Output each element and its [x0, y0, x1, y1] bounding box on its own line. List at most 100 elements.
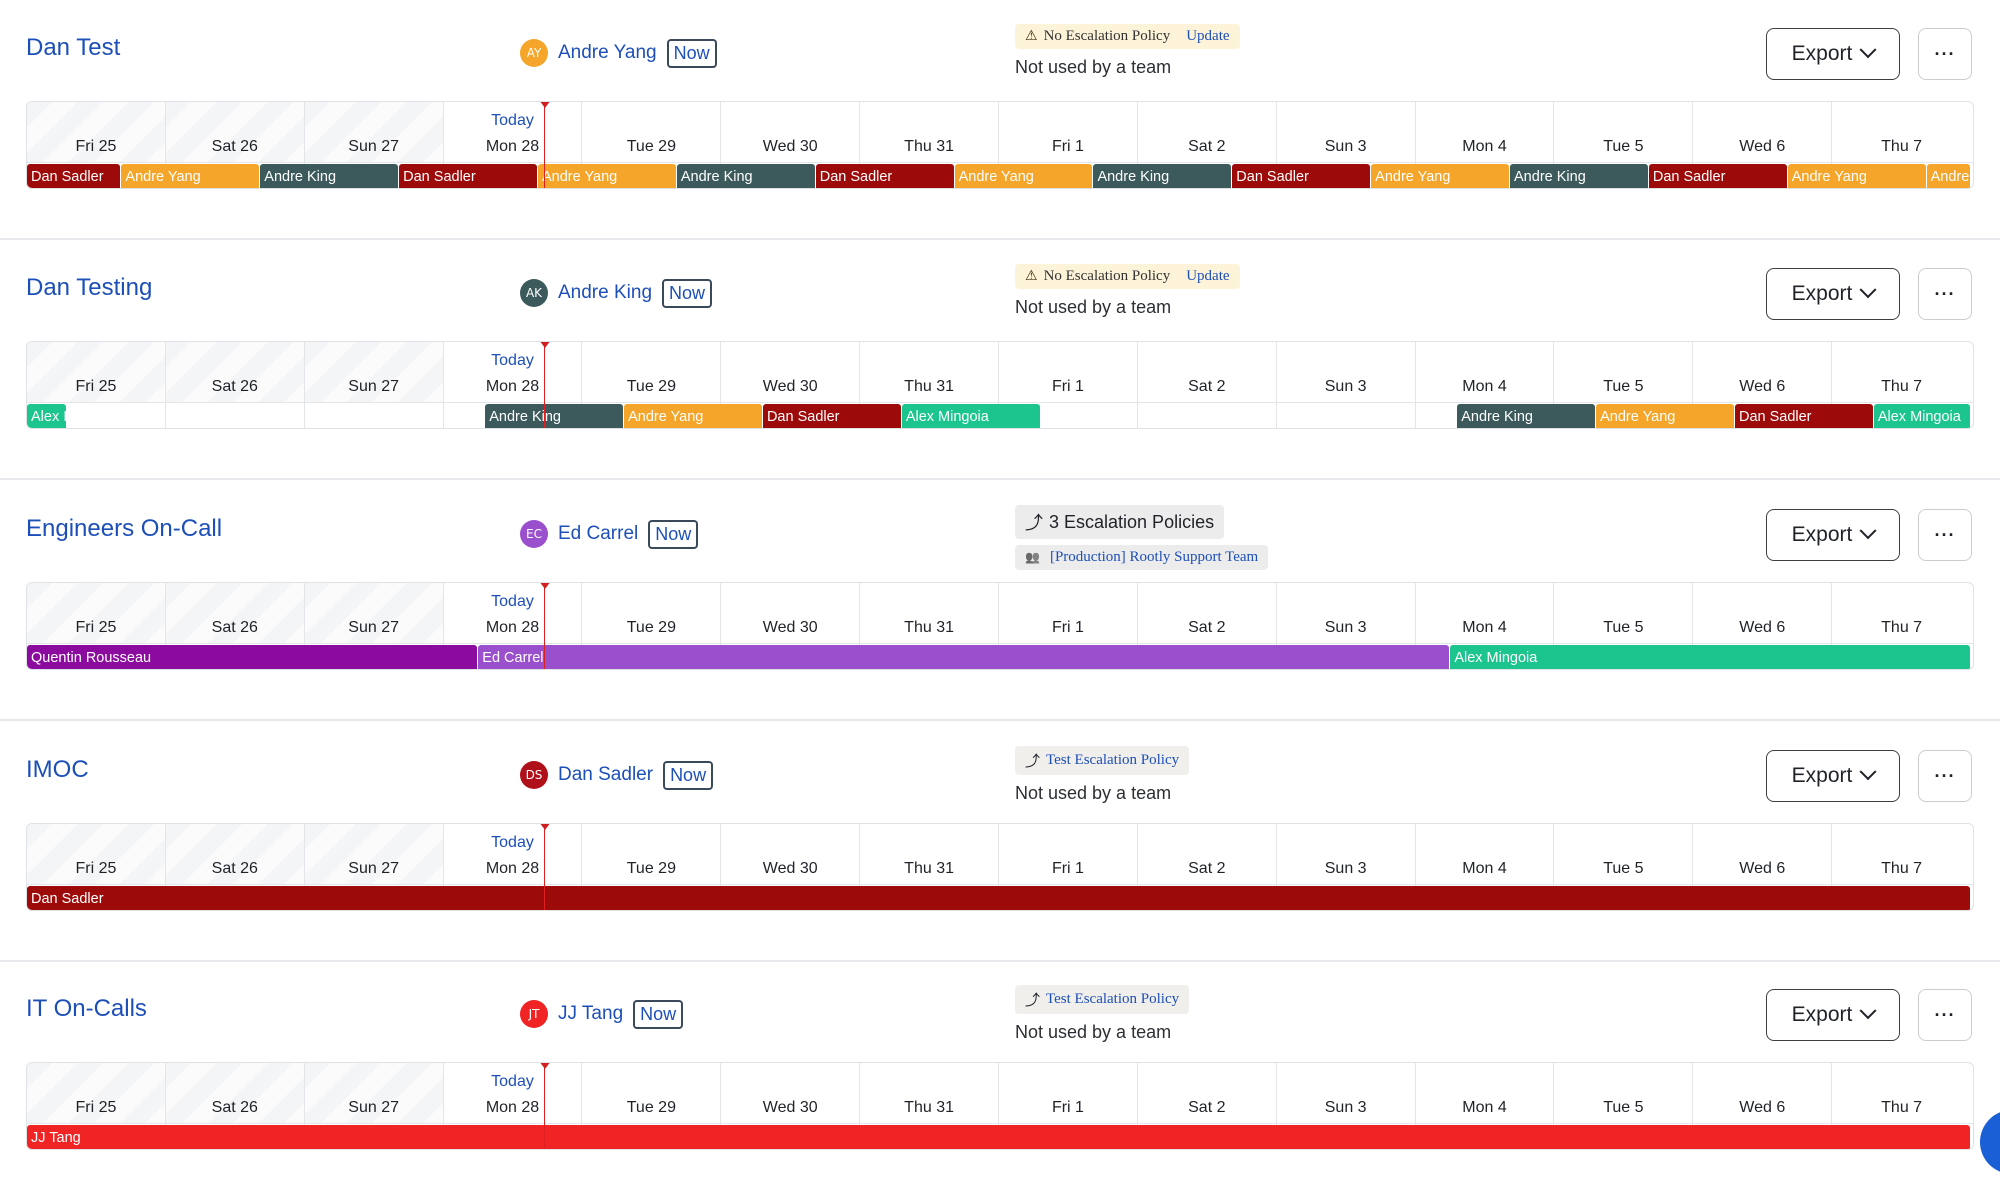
oncall-user-link[interactable]: Andre King [558, 282, 653, 303]
oncall-user-link[interactable]: Dan Sadler [558, 764, 654, 785]
day-column-header: Sun 27 [304, 583, 444, 643]
chevron-down-icon [1859, 522, 1877, 540]
oncall-user-link[interactable]: Andre Yang [558, 42, 657, 63]
day-label: Thu 31 [904, 1099, 954, 1116]
day-label: Mon 28 [485, 138, 540, 155]
day-column-header: Sat 26 [165, 102, 305, 162]
oncall-user-link[interactable]: JJ Tang [558, 1003, 624, 1024]
day-column-header: Tue 5 [1554, 342, 1694, 402]
day-label: Tue 29 [626, 619, 676, 636]
day-column-header: Tue 29 [582, 1063, 722, 1123]
shift-block[interactable]: Andre King [676, 164, 815, 188]
shift-block[interactable]: Andre [1926, 164, 1971, 188]
day-column-header: Sun 3 [1277, 342, 1416, 402]
day-label: Fri 1 [1051, 378, 1084, 395]
shift-block[interactable]: Dan Sadler [1232, 164, 1371, 188]
shift-block[interactable]: Alex I [27, 404, 67, 428]
day-column-header: Wed 30 [721, 342, 861, 402]
shift-block[interactable]: Ed Carrel [478, 645, 1450, 669]
escalation-policy-area: ⤴ 3 Escalation Policies 👥 [Production] Root… [1015, 505, 1315, 570]
day-column-header: Sun 3 [1277, 1063, 1416, 1123]
day-column-header: Fri 1 [999, 1063, 1138, 1123]
day-column-header: Sun 3 [1277, 824, 1416, 884]
day-label: Wed 6 [1739, 378, 1786, 395]
more-options-button[interactable]: ··· [1918, 268, 1972, 320]
shift-block[interactable]: Andre Yang [121, 164, 260, 188]
today-label: Today [491, 352, 534, 369]
team-usage-text: Not used by a team [1015, 297, 1172, 317]
row-divider [166, 403, 305, 428]
day-column-header: Wed 30 [721, 1063, 861, 1123]
export-dropdown-button[interactable]: Export [1766, 750, 1900, 802]
export-dropdown-button[interactable]: Export [1766, 268, 1900, 320]
chevron-down-icon [1859, 1002, 1877, 1020]
shift-block[interactable]: Alex Mingoia [1450, 645, 1971, 669]
day-label: Sun 3 [1324, 378, 1367, 395]
shift-block[interactable]: Andre King [260, 164, 399, 188]
more-options-button[interactable]: ··· [1918, 750, 1972, 802]
escalation-policy-badge: ⤴ Test Escalation Policy [1015, 985, 1190, 1014]
help-chat-button[interactable] [1980, 1110, 2000, 1174]
day-label: Tue 29 [626, 1099, 676, 1116]
shift-block[interactable]: Dan Sadler [399, 164, 537, 188]
schedule-card: Dan Test AY Andre Yang Now ⚠ No Escalation Po… [0, 0, 2000, 240]
oncall-user-link[interactable]: Ed Carrel [558, 523, 639, 544]
team-link[interactable]: [Production] Rootly Support Team [1049, 549, 1259, 565]
update-policy-link[interactable]: Update [1186, 28, 1230, 44]
shift-block[interactable]: Andre Yang [1787, 164, 1926, 188]
more-options-button[interactable]: ··· [1918, 509, 1972, 561]
day-label: Fri 1 [1051, 619, 1084, 636]
shift-block[interactable]: Quentin Rousseau [27, 645, 478, 669]
team-usage-text: Not used by a team [1015, 1022, 1172, 1042]
policy-text: No Escalation Policy [1043, 268, 1171, 284]
day-label: Mon 28 [485, 1099, 540, 1116]
shift-block[interactable]: Dan Sadler [815, 164, 954, 188]
day-label: Fri 1 [1051, 1099, 1084, 1116]
shift-block[interactable]: Dan Sadler [27, 886, 1971, 910]
escalation-policies-badge[interactable]: ⤴ 3 Escalation Policies [1015, 505, 1225, 539]
escalation-policy-link[interactable]: Test Escalation Policy [1046, 752, 1180, 768]
team-badge[interactable]: 👥 [Production] Rootly Support Team [1015, 545, 1269, 570]
shift-block[interactable]: Andre Yang [1371, 164, 1510, 188]
day-label: Sun 27 [348, 1099, 399, 1116]
shift-block[interactable]: Andre King [485, 404, 624, 428]
shift-block[interactable]: Dan Sadler [27, 164, 121, 188]
shift-block[interactable]: Dan Sadler [1648, 164, 1787, 188]
schedule-title-link[interactable]: Dan Testing [26, 274, 153, 301]
current-time-marker-icon [538, 824, 551, 830]
shift-block[interactable]: Andre Yang [624, 404, 762, 428]
now-badge: Now [663, 760, 714, 790]
shift-block[interactable]: Andre King [1457, 404, 1596, 428]
schedule-title-link[interactable]: Dan Test [26, 34, 121, 61]
schedule-title-link[interactable]: Engineers On-Call [26, 515, 223, 542]
schedule-title-link[interactable]: IT On-Calls [26, 995, 147, 1022]
shift-block[interactable]: Andre Yang [1596, 404, 1734, 428]
shift-block[interactable]: Andre Yang [538, 164, 676, 188]
export-dropdown-button[interactable]: Export [1766, 509, 1900, 561]
shift-block[interactable]: Andre King [1093, 164, 1232, 188]
row-divider [305, 403, 444, 428]
shift-block[interactable]: Alex Mingoia [1873, 404, 1971, 428]
day-column-header: Today Mon 28 [444, 824, 583, 884]
day-column-header: Today Mon 28 [444, 102, 583, 162]
escalation-arrow-icon: ⤴ [1025, 993, 1041, 1009]
escalation-arrow-icon: ⤴ [1025, 513, 1043, 533]
export-dropdown-button[interactable]: Export [1766, 989, 1900, 1041]
team-icon: 👥 [1025, 550, 1040, 564]
more-options-button[interactable]: ··· [1918, 989, 1972, 1041]
schedule-title-link[interactable]: IMOC [26, 756, 89, 783]
shift-block[interactable]: Alex Mingoia [901, 404, 1040, 428]
schedule-timeline: Fri 25 Sat 26 Sun 27 Today Mon 28 Tue 29 Wed 3… [26, 341, 1974, 429]
more-options-button[interactable]: ··· [1918, 28, 1972, 80]
shift-block[interactable]: JJ Tang [27, 1125, 1971, 1149]
day-label: Thu 7 [1881, 1099, 1923, 1116]
no-escalation-policy-badge: ⚠ No Escalation Policy Update [1015, 264, 1240, 289]
escalation-policy-link[interactable]: Test Escalation Policy [1046, 991, 1180, 1007]
now-badge: Now [662, 278, 713, 308]
shift-block[interactable]: Andre King [1510, 164, 1648, 188]
shift-block[interactable]: Andre Yang [954, 164, 1093, 188]
export-dropdown-button[interactable]: Export [1766, 28, 1900, 80]
shift-block[interactable]: Dan Sadler [1734, 404, 1873, 428]
update-policy-link[interactable]: Update [1186, 268, 1230, 284]
shift-block[interactable]: Dan Sadler [762, 404, 901, 428]
